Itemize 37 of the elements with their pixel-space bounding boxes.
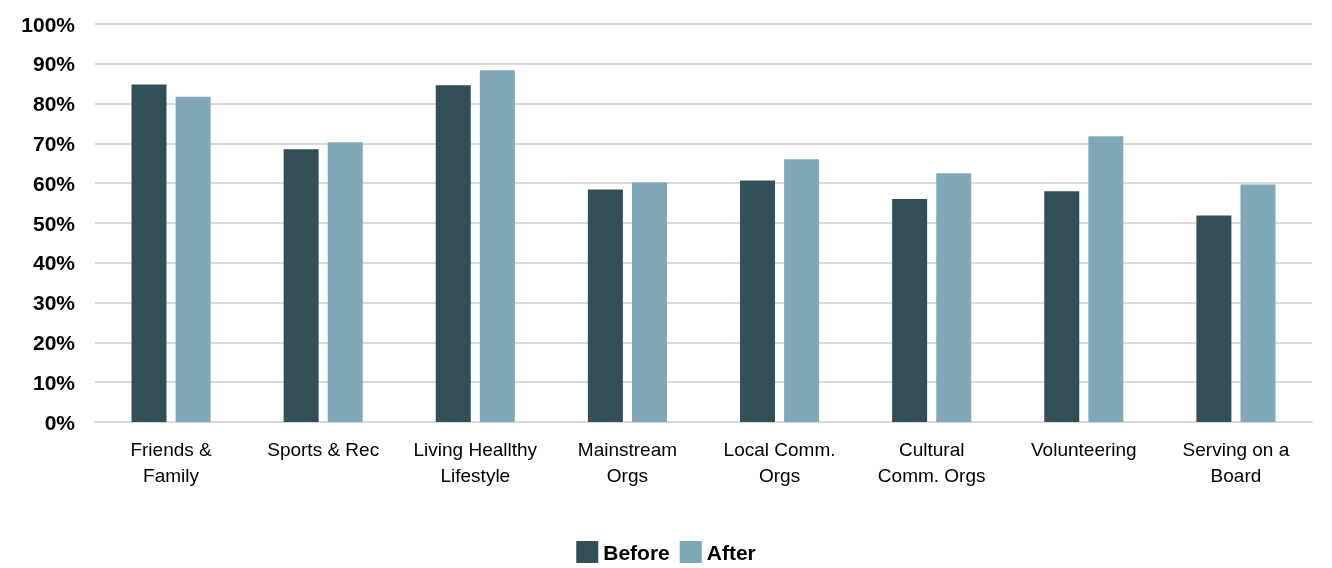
x-tick-label: Cultural Comm. Orgs — [877, 438, 986, 486]
y-tick-label: 100% — [21, 12, 76, 36]
bar — [283, 149, 319, 422]
legend-label: Before — [603, 540, 670, 564]
y-tick-label: 30% — [32, 291, 76, 315]
bar — [740, 180, 776, 422]
x-tick-label: Living Heallthy Lifestyle — [413, 438, 538, 486]
bar — [479, 70, 515, 422]
x-tick-label: Friends & Family — [130, 438, 213, 486]
bar — [131, 84, 167, 422]
bar — [936, 173, 972, 422]
x-tick-label: Volunteering — [1030, 438, 1137, 460]
bar — [1044, 191, 1080, 422]
bar — [784, 159, 820, 422]
y-tick-label: 80% — [32, 92, 76, 116]
bar — [1196, 215, 1232, 422]
bar — [327, 142, 363, 422]
bar — [892, 199, 928, 422]
bar — [175, 96, 211, 422]
x-tick-label: Sports & Rec — [267, 438, 380, 460]
legend-label: After — [706, 540, 756, 564]
y-tick-label: 40% — [32, 251, 76, 275]
x-tick-label: Serving on a Board — [1182, 438, 1290, 486]
bar — [587, 189, 623, 422]
x-tick-label: Local Comm. Orgs — [723, 438, 836, 486]
y-tick-label: 0% — [44, 410, 76, 434]
x-tick-label: Mainstream Orgs — [577, 438, 678, 486]
bar — [435, 85, 471, 422]
bar — [1088, 136, 1124, 422]
y-tick-label: 10% — [32, 370, 76, 394]
y-tick-label: 70% — [32, 131, 76, 155]
y-tick-label: 60% — [32, 171, 76, 195]
bar — [631, 182, 667, 422]
bar — [1240, 184, 1276, 422]
y-tick-label: 90% — [32, 52, 76, 76]
y-tick-label: 50% — [32, 211, 76, 235]
y-tick-label: 20% — [32, 330, 76, 354]
